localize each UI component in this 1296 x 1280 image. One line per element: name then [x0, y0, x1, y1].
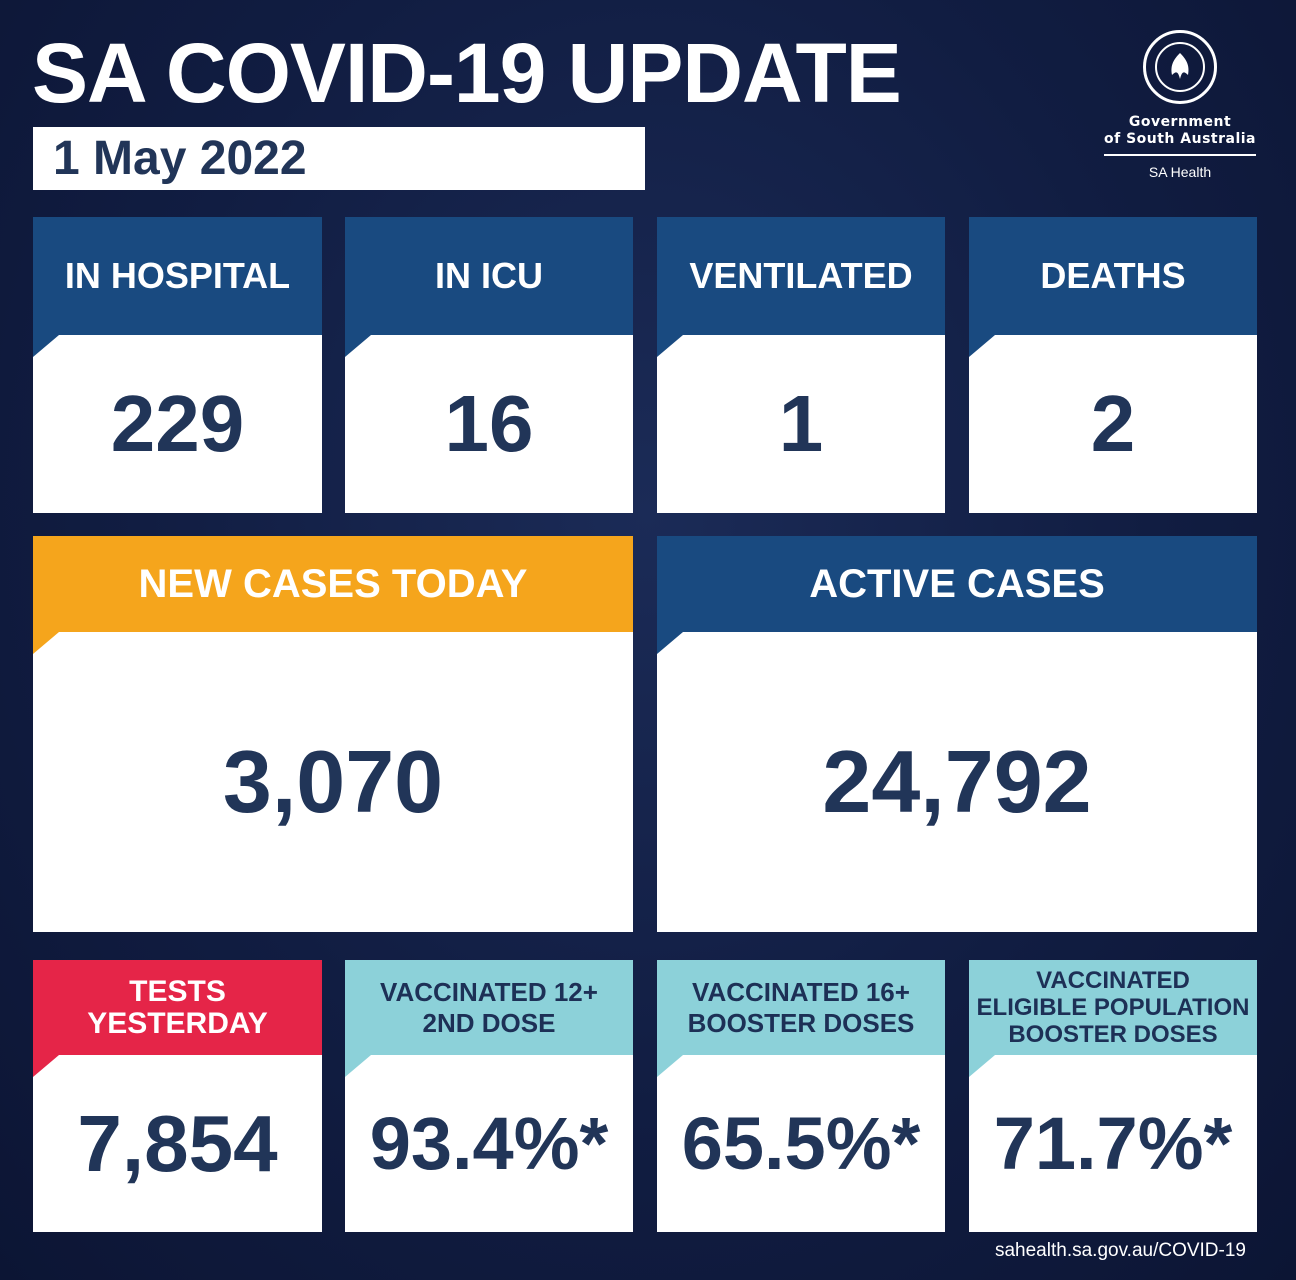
active-cases-label: ACTIVE CASES [657, 536, 1257, 632]
vaccinated-eligible-label: VACCINATED ELIGIBLE POPULATION BOOSTER D… [969, 960, 1257, 1055]
vaccinated-16-label: VACCINATED 16+ BOOSTER DOSES [657, 960, 945, 1055]
in-icu-value: 16 [345, 335, 633, 513]
department-name: SA Health [1148, 164, 1212, 180]
new-cases-value: 3,070 [33, 632, 633, 932]
vacc-12-label-line-2: 2ND DOSE [422, 1007, 556, 1038]
vaccinated-12-card: VACCINATED 12+ 2ND DOSE 93.4%* [345, 960, 633, 1232]
new-cases-card: NEW CASES TODAY 3,070 [33, 536, 633, 932]
page-title: SA COVID-19 UPDATE [32, 26, 902, 120]
deaths-label: DEATHS [969, 217, 1257, 335]
vacc-eligible-label-line-3: BOOSTER DOSES [1008, 1021, 1218, 1048]
active-cases-value: 24,792 [657, 632, 1257, 932]
ventilated-card: VENTILATED 1 [657, 217, 945, 513]
vaccinated-eligible-card: VACCINATED ELIGIBLE POPULATION BOOSTER D… [969, 960, 1257, 1232]
deaths-value: 2 [969, 335, 1257, 513]
vacc-eligible-label-line-1: VACCINATED [1036, 967, 1190, 994]
active-cases-card: ACTIVE CASES 24,792 [657, 536, 1257, 932]
tests-yesterday-label: TESTS YESTERDAY [33, 960, 322, 1055]
vacc-12-label-line-1: VACCINATED 12+ [380, 976, 598, 1007]
footer-url: sahealth.sa.gov.au/COVID-19 [994, 1240, 1246, 1261]
in-hospital-card: IN HOSPITAL 229 [33, 217, 322, 513]
ventilated-label: VENTILATED [657, 217, 945, 335]
logo-divider [1104, 154, 1256, 156]
in-hospital-value: 229 [33, 335, 322, 513]
tests-yesterday-card: TESTS YESTERDAY 7,854 [33, 960, 322, 1232]
in-icu-card: IN ICU 16 [345, 217, 633, 513]
new-cases-label: NEW CASES TODAY [33, 536, 633, 632]
in-icu-label: IN ICU [345, 217, 633, 335]
gov-sa-logo: Government of South Australia SA Health [1100, 30, 1260, 190]
tests-yesterday-value: 7,854 [33, 1055, 322, 1232]
deaths-card: DEATHS 2 [969, 217, 1257, 513]
vaccinated-16-value: 65.5%* [657, 1055, 945, 1232]
vaccinated-12-label: VACCINATED 12+ 2ND DOSE [345, 960, 633, 1055]
vacc-16-label-line-1: VACCINATED 16+ [692, 976, 910, 1007]
tests-label-line-1: TESTS [129, 974, 226, 1008]
vaccinated-12-value: 93.4%* [345, 1055, 633, 1232]
vacc-eligible-label-line-2: ELIGIBLE POPULATION [976, 994, 1250, 1021]
ventilated-value: 1 [657, 335, 945, 513]
piping-shrike-seal-icon [1143, 30, 1217, 104]
vaccinated-16-card: VACCINATED 16+ BOOSTER DOSES 65.5%* [657, 960, 945, 1232]
date-label: 1 May 2022 [33, 127, 645, 190]
gov-line-2: of South Australia [1103, 131, 1256, 147]
tests-label-line-2: YESTERDAY [87, 1006, 268, 1040]
vaccinated-eligible-value: 71.7%* [969, 1055, 1257, 1232]
in-hospital-label: IN HOSPITAL [33, 217, 322, 335]
vacc-16-label-line-2: BOOSTER DOSES [687, 1007, 915, 1038]
gov-line-1: Government [1128, 114, 1232, 130]
